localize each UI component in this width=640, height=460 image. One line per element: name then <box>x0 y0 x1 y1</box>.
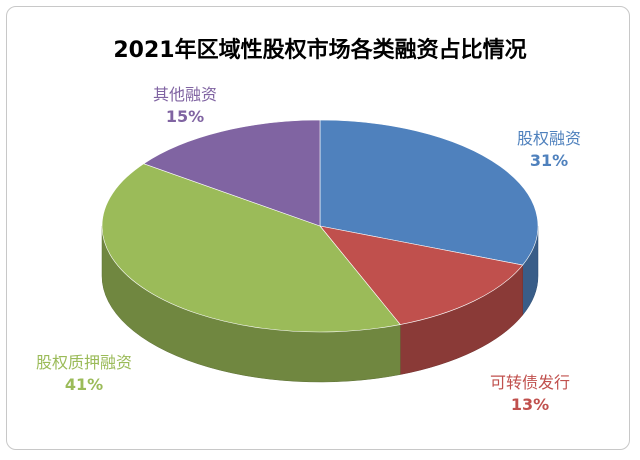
pie-slice-equity-financing <box>319 119 539 266</box>
pie-slice-other-financing <box>142 119 321 227</box>
label-equity-pledge-name: 股权质押融资 <box>35 353 132 372</box>
label-other-financing: 其他融资 15% <box>130 84 240 128</box>
label-other-financing-value: 15% <box>165 107 205 126</box>
pie-tops <box>101 119 539 333</box>
chart-title: 2021年区域性股权市场各类融资占比情况 <box>113 38 527 63</box>
label-equity-pledge: 股权质押融资 41% <box>34 352 134 396</box>
label-convertible-bond: 可转债发行 13% <box>460 372 600 416</box>
label-convertible-bond-name: 可转债发行 <box>489 373 570 392</box>
pie-slice-equity-pledge <box>101 163 401 333</box>
label-equity-pledge-value: 41% <box>64 375 104 394</box>
pie-slice-convertible-bond <box>319 225 524 325</box>
label-other-financing-name: 其他融资 <box>152 85 217 104</box>
label-equity-financing-name: 股权融资 <box>516 129 581 148</box>
label-convertible-bond-value: 13% <box>510 395 550 414</box>
label-equity-financing: 股权融资 31% <box>494 128 604 172</box>
label-equity-financing-value: 31% <box>529 151 569 170</box>
